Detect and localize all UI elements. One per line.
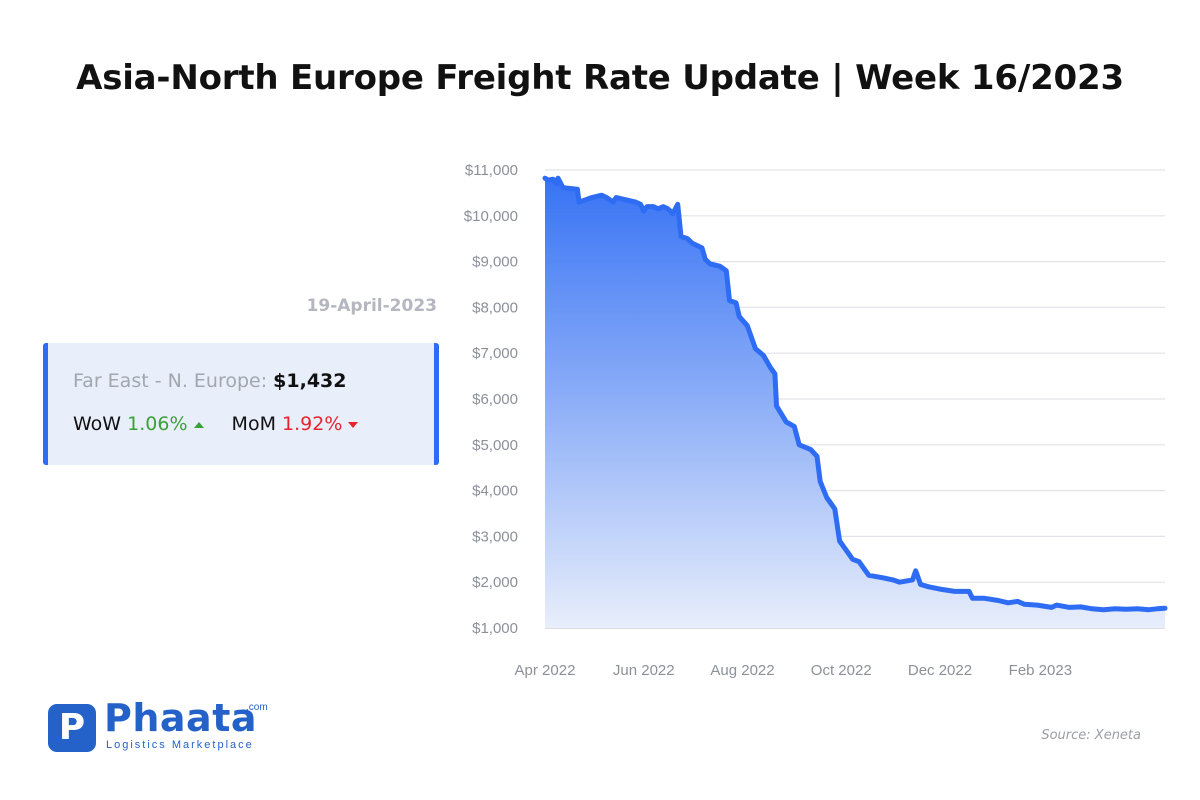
wow-label: WoW xyxy=(73,413,122,435)
rate-summary-card: Far East - N. Europe: $1,432 WoW 1.06% M… xyxy=(43,343,439,465)
phaata-logo-icon: P xyxy=(48,704,96,752)
y-tick-label: $5,000 xyxy=(472,437,518,454)
page-title: Asia-North Europe Freight Rate Update | … xyxy=(76,58,1124,98)
series-area-fill xyxy=(545,178,1165,628)
wow-value: 1.06% xyxy=(127,413,188,435)
logo-domain-suffix: .com xyxy=(246,702,268,713)
y-tick-label: $8,000 xyxy=(472,299,518,316)
y-tick-label: $3,000 xyxy=(472,528,518,545)
phaata-logo: P Phaata .com Logistics Marketplace xyxy=(48,696,278,756)
y-tick-label: $2,000 xyxy=(472,574,518,591)
y-tick-label: $11,000 xyxy=(465,162,518,179)
mom-value: 1.92% xyxy=(282,413,343,435)
source-note: Source: Xeneta xyxy=(1041,728,1141,743)
route-price: $1,432 xyxy=(273,370,347,392)
x-tick-label: Aug 2022 xyxy=(710,662,774,679)
y-tick-label: $6,000 xyxy=(472,391,518,408)
x-tick-label: Feb 2023 xyxy=(1009,662,1072,679)
logo-tagline: Logistics Marketplace xyxy=(106,739,254,751)
change-line: WoW 1.06% MoM 1.92% xyxy=(73,413,359,435)
route-rate-line: Far East - N. Europe: $1,432 xyxy=(73,370,347,392)
arrow-up-icon xyxy=(193,421,204,428)
x-tick-label: Oct 2022 xyxy=(811,662,872,679)
y-tick-label: $4,000 xyxy=(472,483,518,500)
series-line xyxy=(542,175,1168,613)
x-tick-label: Dec 2022 xyxy=(908,662,972,679)
x-tick-label: Jun 2022 xyxy=(613,662,675,679)
y-tick-label: $7,000 xyxy=(472,345,518,362)
route-label: Far East - N. Europe: xyxy=(73,370,268,392)
mom-label: MoM xyxy=(231,413,276,435)
y-tick-label: $10,000 xyxy=(464,208,518,225)
y-tick-label: $9,000 xyxy=(472,254,518,271)
x-tick-label: Apr 2022 xyxy=(515,662,576,679)
logo-name: Phaata xyxy=(104,696,257,740)
y-tick-label: $1,000 xyxy=(472,620,518,637)
arrow-down-icon xyxy=(348,421,359,428)
date-label: 19-April-2023 xyxy=(306,296,437,316)
